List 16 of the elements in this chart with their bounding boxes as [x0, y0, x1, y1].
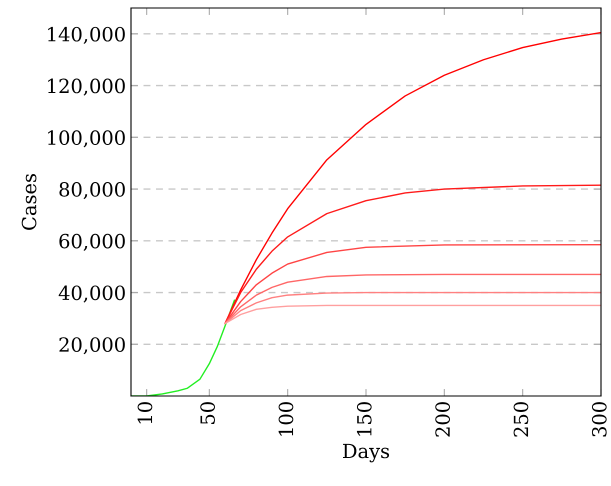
y-tick-label: 20,000 [59, 337, 125, 354]
x-tick-label: 200 [435, 402, 450, 437]
x-axis-title: Days [343, 444, 390, 462]
y-tick-label: 140,000 [48, 26, 125, 44]
x-tick-label: 150 [356, 402, 372, 436]
x-tick-label: 50 [200, 402, 215, 424]
y-tick-label: 120,000 [48, 78, 125, 96]
y-axis-title: Cases [22, 174, 36, 230]
x-tick-label: 100 [278, 402, 294, 436]
y-tick-label: 40,000 [58, 285, 125, 303]
x-tick-label: 10 [138, 402, 152, 424]
y-tick-label: 100,000 [48, 130, 125, 148]
x-tick-label: 300 [592, 402, 607, 436]
y-tick-label: 60,000 [59, 234, 125, 251]
y-tick-label: 80,000 [59, 182, 125, 200]
x-tick-label: 250 [514, 402, 528, 437]
